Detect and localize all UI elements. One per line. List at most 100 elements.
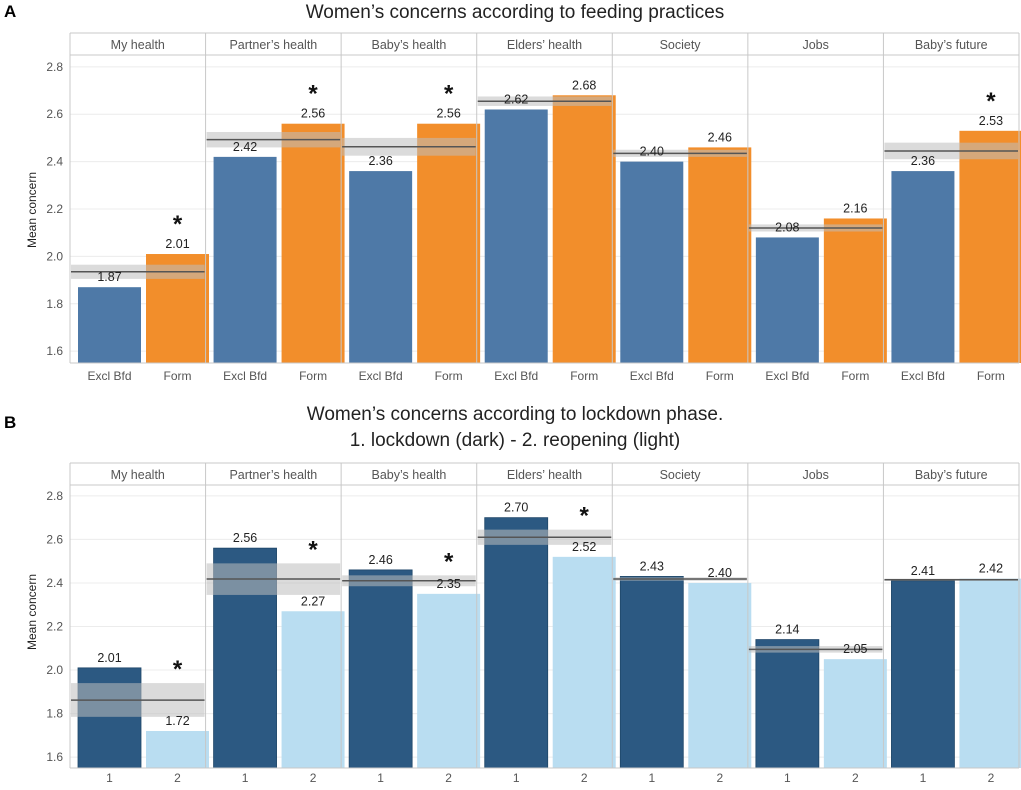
bar: [959, 130, 1021, 363]
data-label: 2.27: [301, 594, 325, 608]
facet: Partner’s health 2.42 Excl Bfd 2.56 Form *: [206, 38, 345, 383]
x-tick-label: Excl Bfd: [223, 369, 267, 383]
x-tick-label: 1: [513, 771, 520, 785]
bar: [688, 147, 752, 363]
y-tick-label: 2.0: [46, 663, 63, 677]
x-tick-label: Excl Bfd: [630, 369, 674, 383]
bar: [755, 639, 820, 769]
x-tick-label: Form: [706, 369, 734, 383]
data-label: 2.46: [368, 553, 392, 567]
x-tick-label: 2: [716, 771, 723, 785]
panel-b-lockdown-phase: B Women’s concerns according to lockdown …: [4, 404, 1021, 785]
y-tick-label: 2.4: [46, 155, 63, 169]
data-label: 2.36: [368, 154, 392, 168]
bar: [77, 667, 142, 769]
facet-header: Partner’s health: [229, 468, 317, 482]
data-label: 2.52: [572, 540, 596, 554]
data-label: 2.53: [979, 114, 1003, 128]
x-tick-label: Excl Bfd: [87, 369, 131, 383]
significance-star: *: [444, 548, 454, 575]
bar: [755, 237, 819, 363]
significance-star: *: [986, 88, 996, 115]
y-tick-label: 2.2: [46, 620, 63, 634]
facet: Baby’s health 2.46 1 2.35 2 *: [342, 468, 481, 785]
data-label: 2.40: [640, 145, 664, 159]
significance-star: *: [580, 503, 590, 530]
facet-header: My health: [111, 38, 165, 52]
bar: [891, 580, 955, 769]
data-label: 2.56: [436, 107, 460, 121]
data-label: 2.08: [775, 220, 799, 234]
data-label: 2.16: [843, 201, 867, 215]
data-label: 2.35: [436, 577, 460, 591]
x-tick-label: 1: [242, 771, 249, 785]
x-tick-label: 2: [852, 771, 859, 785]
facet: Jobs 2.08 Excl Bfd 2.16 Form: [748, 38, 887, 383]
x-tick-label: 1: [920, 771, 927, 785]
facet-header: Elders’ health: [507, 468, 582, 482]
data-label: 1.72: [165, 714, 189, 728]
facet-header: Jobs: [802, 468, 828, 482]
facet: Baby’s future 2.36 Excl Bfd 2.53 Form *: [884, 38, 1021, 383]
facet: Baby’s future 2.41 1 2.42 2: [884, 468, 1021, 785]
data-label: 2.14: [775, 623, 799, 637]
x-tick-label: Form: [977, 369, 1005, 383]
x-tick-label: Excl Bfd: [765, 369, 809, 383]
panel-label: A: [4, 2, 16, 21]
facet-header: My health: [111, 468, 165, 482]
facet: My health 1.87 Excl Bfd 2.01 Form *: [71, 38, 209, 383]
chart-title: Women’s concerns according to lockdown p…: [307, 404, 723, 425]
data-label: 2.62: [504, 92, 528, 106]
facet: Jobs 2.14 1 2.05 2: [748, 468, 887, 785]
significance-star: *: [308, 81, 318, 108]
data-label: 2.46: [708, 130, 732, 144]
significance-star: *: [173, 656, 183, 683]
bar: [213, 156, 277, 363]
data-label: 2.42: [979, 562, 1003, 576]
x-tick-label: 1: [784, 771, 791, 785]
data-label: 2.01: [165, 237, 189, 251]
data-label: 2.70: [504, 501, 528, 515]
bar: [484, 517, 549, 769]
bar: [348, 569, 413, 769]
x-tick-label: 1: [377, 771, 384, 785]
bar: [349, 171, 413, 363]
y-tick-label: 1.8: [46, 297, 63, 311]
x-tick-label: 2: [581, 771, 588, 785]
x-tick-label: 1: [648, 771, 655, 785]
data-label: 2.68: [572, 78, 596, 92]
bar: [619, 576, 684, 769]
y-tick-label: 1.6: [46, 750, 63, 764]
bar: [959, 578, 1021, 768]
facet-header: Baby’s future: [915, 468, 988, 482]
facet: Partner’s health 2.56 1 2.27 2 *: [206, 468, 345, 785]
x-tick-label: Excl Bfd: [494, 369, 538, 383]
facet: Society 2.43 1 2.40 2: [613, 468, 752, 785]
facet: Baby’s health 2.36 Excl Bfd 2.56 Form *: [342, 38, 481, 383]
y-tick-label: 1.6: [46, 344, 63, 358]
data-label: 2.01: [97, 651, 121, 665]
facet-header: Baby’s health: [372, 38, 447, 52]
bar: [891, 171, 955, 363]
facet-header: Elders’ health: [507, 38, 582, 52]
facet: Elders’ health 2.70 1 2.52 2 *: [477, 468, 616, 785]
significance-star: *: [173, 211, 183, 238]
facet-header: Baby’s future: [915, 38, 988, 52]
chart-title: 1. lockdown (dark) - 2. reopening (light…: [350, 430, 681, 451]
bar: [78, 287, 141, 363]
facet: Society 2.40 Excl Bfd 2.46 Form: [613, 38, 752, 383]
bar: [417, 593, 481, 768]
y-tick-label: 2.0: [46, 249, 63, 263]
x-tick-label: 2: [988, 771, 995, 785]
bar: [146, 730, 209, 768]
y-tick-label: 2.8: [46, 489, 63, 503]
bar: [688, 582, 752, 768]
x-tick-label: Form: [435, 369, 463, 383]
x-tick-label: 1: [106, 771, 113, 785]
significance-star: *: [444, 81, 454, 108]
facet-header: Society: [660, 38, 702, 52]
data-label: 2.56: [301, 107, 325, 121]
chart-title: Women’s concerns according to feeding pr…: [306, 2, 725, 23]
bar: [823, 218, 887, 363]
x-tick-label: Form: [841, 369, 869, 383]
